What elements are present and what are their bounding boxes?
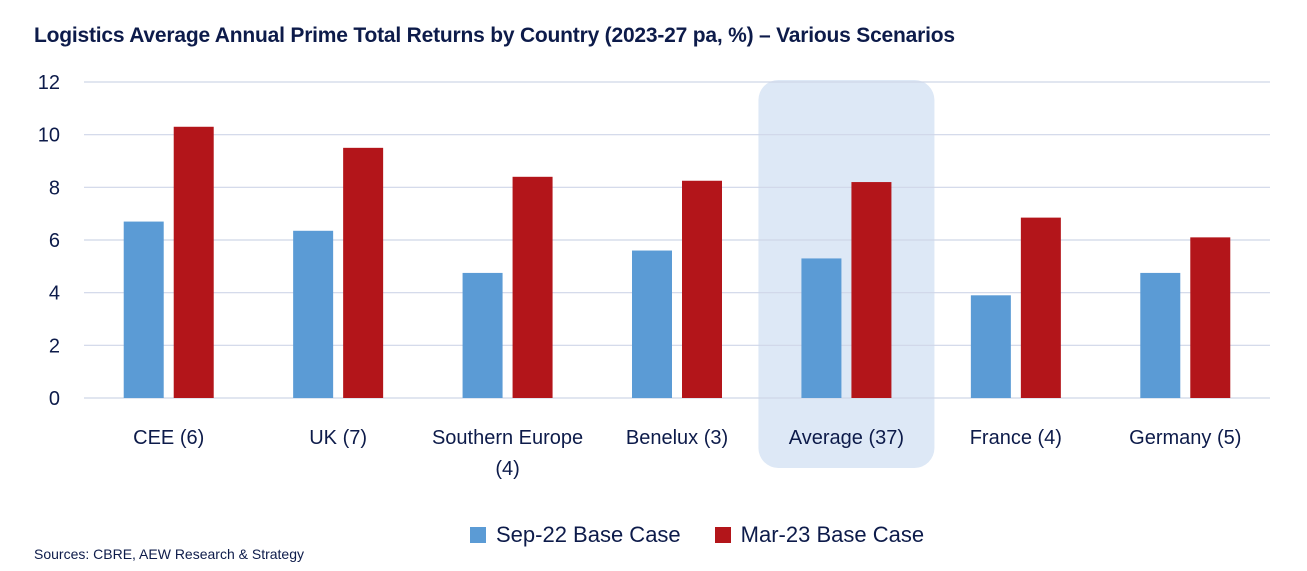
y-tick-label: 4 bbox=[49, 283, 60, 305]
bar-series-1 bbox=[1140, 272, 1181, 398]
x-tick-label: Benelux (3) bbox=[626, 427, 728, 449]
x-tick-label: (4) bbox=[495, 458, 519, 480]
y-tick-label: 2 bbox=[49, 335, 60, 357]
bar-series-1 bbox=[632, 250, 672, 398]
y-tick-label: 12 bbox=[38, 72, 60, 94]
y-tick-label: 8 bbox=[49, 177, 60, 199]
bar-series-2 bbox=[1020, 217, 1061, 398]
bar-series-1 bbox=[123, 221, 164, 398]
bar-series-2 bbox=[682, 180, 722, 398]
bar-series-2 bbox=[173, 126, 214, 399]
x-tick-label: CEE (6) bbox=[133, 427, 204, 449]
legend-item-series-2: Mar-23 Base Case bbox=[714, 522, 925, 548]
legend-swatch-series-2 bbox=[714, 527, 731, 543]
y-tick-label: 0 bbox=[49, 388, 60, 410]
x-tick-label: Southern Europe bbox=[432, 427, 583, 449]
x-tick-label: Average (37) bbox=[789, 427, 904, 449]
bar-series-2 bbox=[1190, 237, 1231, 398]
bar-series-1 bbox=[801, 258, 842, 398]
bar-series-2 bbox=[512, 176, 553, 398]
highlight-box bbox=[758, 80, 935, 468]
y-tick-label: 6 bbox=[49, 230, 60, 252]
bar-series-1 bbox=[293, 230, 334, 398]
bar-series-2 bbox=[851, 182, 892, 398]
y-tick-label: 10 bbox=[38, 125, 60, 147]
source-note: Sources: CBRE, AEW Research & Strategy bbox=[34, 546, 304, 562]
bar-series-1 bbox=[970, 295, 1011, 398]
x-tick-label: France (4) bbox=[970, 427, 1062, 449]
legend-label-series-1: Sep-22 Base Case bbox=[496, 522, 681, 547]
bar-series-2 bbox=[343, 147, 384, 398]
chart-title: Logistics Average Annual Prime Total Ret… bbox=[34, 24, 955, 47]
x-tick-label: Germany (5) bbox=[1129, 427, 1241, 449]
chart-legend: Sep-22 Base Case Mar-23 Base Case bbox=[470, 522, 924, 548]
bar-chart: 0 2 4 6 8 10 12 CEE (6) UK (7) Southern Europe (4)… bbox=[38, 72, 1270, 480]
bar-series-1 bbox=[462, 272, 503, 398]
legend-label-series-2: Mar-23 Base Case bbox=[740, 522, 925, 547]
legend-swatch-series-1 bbox=[470, 527, 486, 543]
legend-item-series-1: Sep-22 Base Case bbox=[470, 522, 681, 548]
x-tick-label: UK (7) bbox=[309, 427, 367, 449]
